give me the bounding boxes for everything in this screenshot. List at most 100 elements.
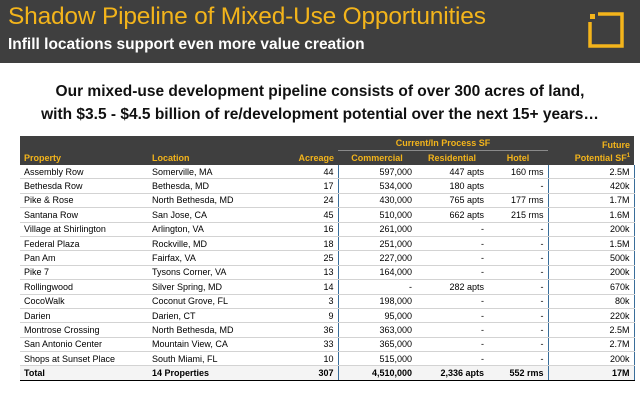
total-future: 17M bbox=[547, 365, 635, 382]
cell-future-sf: 220k bbox=[547, 308, 635, 324]
cell-acreage: 16 bbox=[260, 222, 339, 237]
total-hotel: 552 rms bbox=[488, 365, 549, 382]
table-row: Pike & Rose North Bethesda, MD 24 430,000 76… bbox=[20, 193, 635, 209]
cell-property: Village at Shirlington bbox=[20, 222, 148, 237]
cell-acreage: 24 bbox=[260, 193, 339, 209]
cell-commercial: 597,000 bbox=[337, 165, 417, 180]
table-row: Shops at Sunset Place South Miami, FL 10 51… bbox=[20, 351, 635, 367]
cell-residential: 765 apts bbox=[416, 193, 489, 209]
bracket-logo-icon bbox=[588, 12, 624, 48]
cell-commercial: 510,000 bbox=[337, 207, 417, 223]
cell-commercial: 95,000 bbox=[337, 308, 417, 324]
col-header-location: Location bbox=[148, 150, 260, 165]
cell-acreage: 17 bbox=[260, 178, 339, 194]
cell-commercial: 534,000 bbox=[337, 178, 417, 194]
cell-location: Coconut Grove, FL bbox=[148, 294, 260, 309]
cell-hotel: - bbox=[488, 322, 549, 338]
table-row: Pike 7 Tysons Corner, VA 13 164,000- -200k bbox=[20, 265, 635, 281]
cell-acreage: 10 bbox=[260, 351, 339, 367]
cell-commercial: 515,000 bbox=[337, 351, 417, 367]
cell-acreage: 36 bbox=[260, 322, 339, 338]
cell-future-sf: 500k bbox=[547, 250, 635, 266]
cell-hotel: 160 rms bbox=[488, 165, 549, 180]
current-sf-header: Current/In Process SF bbox=[338, 136, 549, 151]
cell-property: Rollingwood bbox=[20, 279, 148, 295]
page-title: Shadow Pipeline of Mixed-Use Opportuniti… bbox=[8, 3, 486, 30]
cell-residential: - bbox=[416, 294, 489, 309]
table-total-row: Total 14 Properties 307 4,510,000 2,336 … bbox=[20, 365, 635, 382]
cell-commercial: 251,000 bbox=[337, 236, 417, 252]
cell-commercial: 430,000 bbox=[337, 193, 417, 209]
intro-line-2: with $3.5 - $4.5 billion of re/developme… bbox=[41, 106, 599, 123]
intro-statement: Our mixed-use development pipeline consi… bbox=[0, 80, 640, 126]
cell-location: Tysons Corner, VA bbox=[148, 265, 260, 281]
future-sf-header: Future Potential SF1 bbox=[548, 136, 635, 165]
col-header-property: Property bbox=[20, 150, 148, 165]
total-acreage: 307 bbox=[260, 365, 339, 382]
cell-future-sf: 2.5M bbox=[547, 165, 635, 180]
table-row: Assembly Row Somerville, MA 44 597,000 447 a… bbox=[20, 165, 635, 180]
cell-location: Mountain View, CA bbox=[148, 337, 260, 353]
cell-acreage: 14 bbox=[260, 279, 339, 295]
cell-acreage: 44 bbox=[260, 165, 339, 180]
cell-future-sf: 1.7M bbox=[547, 193, 635, 209]
cell-property: Assembly Row bbox=[20, 165, 148, 180]
cell-property: Pan Am bbox=[20, 250, 148, 266]
cell-hotel: - bbox=[488, 279, 549, 295]
cell-location: North Bethesda, MD bbox=[148, 193, 260, 209]
cell-commercial: 198,000 bbox=[337, 294, 417, 309]
cell-future-sf: 200k bbox=[547, 265, 635, 281]
cell-property: CocoWalk bbox=[20, 294, 148, 309]
table-row: Montrose Crossing North Bethesda, MD 36 363… bbox=[20, 322, 635, 338]
cell-hotel: - bbox=[488, 308, 549, 324]
cell-hotel: - bbox=[488, 250, 549, 266]
cell-acreage: 25 bbox=[260, 250, 339, 266]
table-row: Village at Shirlington Arlington, VA 16 261… bbox=[20, 222, 635, 237]
table-row: Santana Row San Jose, CA 45 510,000 662 apts… bbox=[20, 207, 635, 223]
cell-location: North Bethesda, MD bbox=[148, 322, 260, 338]
cell-future-sf: 2.7M bbox=[547, 337, 635, 353]
table-row: Bethesda Row Bethesda, MD 17 534,000 180 apt… bbox=[20, 178, 635, 194]
col-header-acreage: Acreage bbox=[260, 150, 339, 165]
cell-commercial: 363,000 bbox=[337, 322, 417, 338]
cell-location: San Jose, CA bbox=[148, 207, 260, 223]
cell-residential: - bbox=[416, 265, 489, 281]
cell-residential: - bbox=[416, 308, 489, 324]
cell-location: Bethesda, MD bbox=[148, 178, 260, 194]
cell-property: Pike 7 bbox=[20, 265, 148, 281]
cell-future-sf: 200k bbox=[547, 351, 635, 367]
table-row: CocoWalk Coconut Grove, FL 3 198,000- -80k bbox=[20, 294, 635, 309]
cell-hotel: 177 rms bbox=[488, 193, 549, 209]
cell-acreage: 13 bbox=[260, 265, 339, 281]
pipeline-table: Current/In Process SF Future Potential SF… bbox=[20, 136, 635, 382]
cell-commercial: - bbox=[337, 279, 417, 295]
cell-residential: - bbox=[416, 351, 489, 367]
col-header-hotel: Hotel bbox=[488, 150, 549, 165]
col-header-residential: Residential bbox=[416, 150, 489, 165]
cell-commercial: 365,000 bbox=[337, 337, 417, 353]
cell-location: Silver Spring, MD bbox=[148, 279, 260, 295]
cell-residential: - bbox=[416, 322, 489, 338]
cell-residential: - bbox=[416, 222, 489, 237]
total-commercial: 4,510,000 bbox=[337, 365, 417, 382]
cell-residential: 447 apts bbox=[416, 165, 489, 180]
cell-residential: 662 apts bbox=[416, 207, 489, 223]
cell-property: Pike & Rose bbox=[20, 193, 148, 209]
cell-future-sf: 80k bbox=[547, 294, 635, 309]
cell-property: San Antonio Center bbox=[20, 337, 148, 353]
table-row: Federal Plaza Rockville, MD 18 251,000- -1.5… bbox=[20, 236, 635, 252]
col-header-commercial: Commercial bbox=[338, 150, 417, 165]
cell-residential: - bbox=[416, 250, 489, 266]
cell-residential: - bbox=[416, 236, 489, 252]
total-residential: 2,336 apts bbox=[416, 365, 489, 382]
cell-future-sf: 2.5M bbox=[547, 322, 635, 338]
cell-property: Federal Plaza bbox=[20, 236, 148, 252]
cell-acreage: 45 bbox=[260, 207, 339, 223]
cell-hotel: - bbox=[488, 222, 549, 237]
page-subtitle: Infill locations support even more value… bbox=[8, 36, 365, 53]
cell-future-sf: 670k bbox=[547, 279, 635, 295]
cell-property: Bethesda Row bbox=[20, 178, 148, 194]
cell-hotel: - bbox=[488, 265, 549, 281]
table-row: San Antonio Center Mountain View, CA 33 365… bbox=[20, 337, 635, 353]
cell-location: Rockville, MD bbox=[148, 236, 260, 252]
